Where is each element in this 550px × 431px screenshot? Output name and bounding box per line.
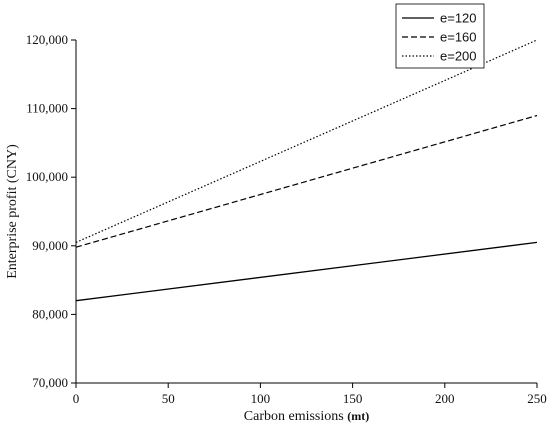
x-axis-label-text: Carbon emissions [244,409,347,424]
x-axis-label: Carbon emissions (mt) [244,409,369,424]
legend: e=120 e=160 e=200 [395,3,485,69]
series-line-e-200 [75,39,538,243]
legend-entry: e=160 [440,30,477,45]
x-tick-label: 100 [251,391,271,406]
y-tick-label: 120,000 [26,32,68,47]
y-tick-label: 110,000 [26,101,68,116]
legend-box [395,3,485,69]
legend-entry: e=200 [440,49,477,64]
y-tick-label: 70,000 [32,375,68,390]
series-line-e-160 [75,114,538,248]
series-lines [75,39,538,302]
y-tick-label: 80,000 [32,306,68,321]
x-tick-label: 200 [435,391,455,406]
axes: 70,000 80,000 90,000 100,000 110,000 120,000 0… [26,32,547,406]
y-tick-label: 90,000 [32,238,68,253]
x-axis-unit: (mt) [347,409,369,423]
legend-entry: e=120 [440,11,477,26]
y-axis-label: Enterprise profit (CNY) [5,144,20,279]
y-tick-label: 100,000 [26,169,68,184]
x-tick-label: 50 [162,391,175,406]
x-tick-label: 150 [343,391,363,406]
x-tick-label: 0 [73,391,80,406]
x-tick-label: 250 [527,391,547,406]
series-line-e-120 [75,241,538,302]
